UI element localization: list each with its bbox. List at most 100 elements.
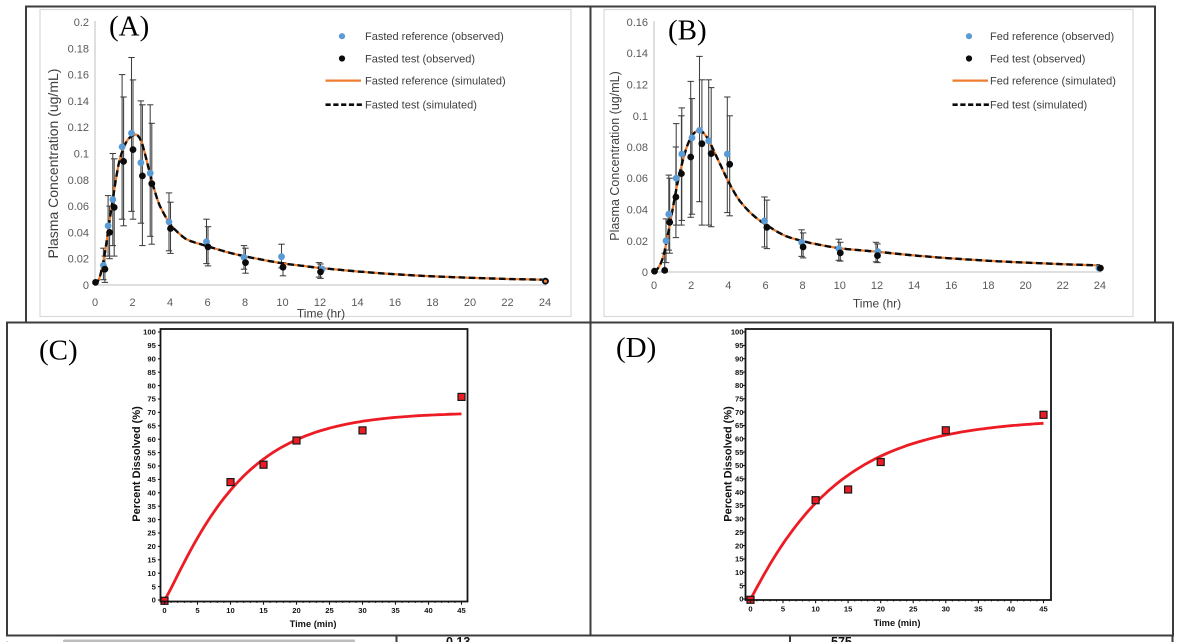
svg-text:5: 5 bbox=[195, 606, 200, 615]
svg-text:Fasted test (simulated): Fasted test (simulated) bbox=[365, 100, 477, 112]
svg-text:0: 0 bbox=[748, 605, 752, 614]
svg-text:60: 60 bbox=[147, 435, 155, 444]
svg-text:Percent Dissolved (%): Percent Dissolved (%) bbox=[723, 406, 735, 522]
svg-text:25: 25 bbox=[147, 529, 156, 538]
svg-text:15: 15 bbox=[844, 605, 853, 614]
svg-text:4: 4 bbox=[167, 297, 173, 309]
svg-text:0: 0 bbox=[162, 606, 166, 615]
svg-text:0.12: 0.12 bbox=[627, 80, 648, 92]
svg-text:Fed reference (observed): Fed reference (observed) bbox=[990, 31, 1114, 43]
svg-text:0.1: 0.1 bbox=[74, 149, 89, 161]
svg-text:6: 6 bbox=[204, 297, 210, 309]
svg-text:90: 90 bbox=[147, 355, 155, 364]
svg-text:85: 85 bbox=[147, 368, 156, 377]
svg-text:45: 45 bbox=[1039, 605, 1048, 614]
svg-text:60: 60 bbox=[735, 435, 743, 444]
svg-text:85: 85 bbox=[735, 368, 744, 377]
svg-text:35: 35 bbox=[147, 502, 156, 511]
svg-text:25: 25 bbox=[325, 606, 334, 615]
svg-text:10: 10 bbox=[811, 605, 819, 614]
svg-text:30: 30 bbox=[358, 606, 366, 615]
svg-text:0.18: 0.18 bbox=[68, 43, 89, 55]
svg-text:0.13: 0.13 bbox=[446, 635, 470, 642]
svg-text:(A): (A) bbox=[109, 11, 149, 43]
svg-text:75: 75 bbox=[147, 395, 156, 404]
svg-text:5: 5 bbox=[739, 581, 744, 590]
svg-text:0.04: 0.04 bbox=[68, 227, 89, 239]
svg-text:70: 70 bbox=[147, 408, 155, 417]
svg-text:14: 14 bbox=[908, 280, 920, 292]
svg-text:575: 575 bbox=[831, 635, 852, 642]
svg-text:55: 55 bbox=[735, 448, 744, 457]
svg-text:0.2: 0.2 bbox=[74, 17, 89, 29]
svg-text:16: 16 bbox=[945, 280, 957, 292]
svg-text:(D): (D) bbox=[616, 332, 656, 364]
svg-text:0.06: 0.06 bbox=[68, 201, 89, 213]
svg-text:45: 45 bbox=[457, 606, 466, 615]
svg-text:0.08: 0.08 bbox=[68, 175, 89, 187]
svg-text:40: 40 bbox=[1007, 605, 1015, 614]
svg-text:10: 10 bbox=[226, 606, 234, 615]
svg-text:22: 22 bbox=[1057, 280, 1069, 292]
svg-text:0: 0 bbox=[92, 297, 98, 309]
svg-text:10: 10 bbox=[735, 568, 743, 577]
svg-text:70: 70 bbox=[735, 408, 743, 417]
svg-text:12: 12 bbox=[314, 297, 326, 309]
svg-text:Plasma Concentration (ug/mL): Plasma Concentration (ug/mL) bbox=[45, 69, 61, 259]
svg-text:10: 10 bbox=[276, 297, 288, 309]
svg-text:(B): (B) bbox=[668, 15, 707, 47]
svg-text:35: 35 bbox=[974, 605, 983, 614]
svg-text:8: 8 bbox=[242, 297, 248, 309]
svg-text:40: 40 bbox=[424, 606, 432, 615]
svg-text:14: 14 bbox=[351, 297, 363, 309]
svg-text:0: 0 bbox=[83, 280, 89, 292]
svg-text:Time (hr): Time (hr) bbox=[853, 297, 901, 311]
svg-text:95: 95 bbox=[735, 341, 744, 350]
svg-text:5: 5 bbox=[152, 582, 157, 591]
svg-text:Time (min): Time (min) bbox=[290, 619, 337, 629]
svg-text:0: 0 bbox=[642, 267, 648, 279]
svg-text:20: 20 bbox=[1019, 280, 1031, 292]
svg-text:Fed reference (simulated): Fed reference (simulated) bbox=[990, 76, 1116, 88]
svg-text:20: 20 bbox=[735, 541, 743, 550]
svg-text:55: 55 bbox=[147, 448, 156, 457]
svg-text:65: 65 bbox=[147, 422, 156, 431]
svg-text:0.14: 0.14 bbox=[68, 96, 89, 108]
svg-text:18: 18 bbox=[982, 280, 994, 292]
svg-text:2: 2 bbox=[129, 297, 135, 309]
svg-text:Percent Dissolved (%): Percent Dissolved (%) bbox=[131, 406, 143, 522]
svg-text:10: 10 bbox=[834, 280, 846, 292]
svg-text:0.16: 0.16 bbox=[68, 70, 89, 82]
svg-text:Time (hr): Time (hr) bbox=[297, 307, 345, 321]
svg-text:Fasted test (observed): Fasted test (observed) bbox=[365, 53, 475, 65]
svg-text:40: 40 bbox=[147, 489, 155, 498]
svg-text:5: 5 bbox=[781, 605, 786, 614]
svg-text:24: 24 bbox=[539, 297, 551, 309]
svg-text:0: 0 bbox=[739, 595, 743, 604]
svg-text:2: 2 bbox=[688, 280, 694, 292]
svg-text:Fasted reference (observed): Fasted reference (observed) bbox=[365, 31, 504, 43]
svg-text:35: 35 bbox=[735, 501, 744, 510]
svg-text:0.04: 0.04 bbox=[627, 205, 648, 217]
svg-text:Plasma Concentration (ug/mL): Plasma Concentration (ug/mL) bbox=[608, 71, 622, 241]
svg-text:30: 30 bbox=[942, 605, 950, 614]
svg-text:100: 100 bbox=[731, 328, 744, 337]
svg-text:90: 90 bbox=[735, 354, 743, 363]
svg-text:50: 50 bbox=[735, 461, 743, 470]
svg-text:24: 24 bbox=[1094, 280, 1106, 292]
svg-text:20: 20 bbox=[464, 297, 476, 309]
svg-text:Time (min): Time (min) bbox=[874, 618, 921, 628]
svg-text:16: 16 bbox=[389, 297, 401, 309]
svg-text:45: 45 bbox=[735, 475, 744, 484]
svg-text:6: 6 bbox=[762, 280, 768, 292]
svg-text:Fed test (observed): Fed test (observed) bbox=[990, 53, 1085, 65]
svg-text:0.1: 0.1 bbox=[633, 111, 648, 123]
svg-text:80: 80 bbox=[735, 381, 743, 390]
svg-text:0.14: 0.14 bbox=[627, 48, 648, 60]
svg-text:18: 18 bbox=[426, 297, 438, 309]
svg-text:0: 0 bbox=[152, 596, 156, 605]
svg-text:15: 15 bbox=[259, 606, 268, 615]
svg-text:Fed test (simulated): Fed test (simulated) bbox=[990, 100, 1087, 112]
svg-text:4: 4 bbox=[725, 280, 731, 292]
svg-text:30: 30 bbox=[147, 515, 155, 524]
